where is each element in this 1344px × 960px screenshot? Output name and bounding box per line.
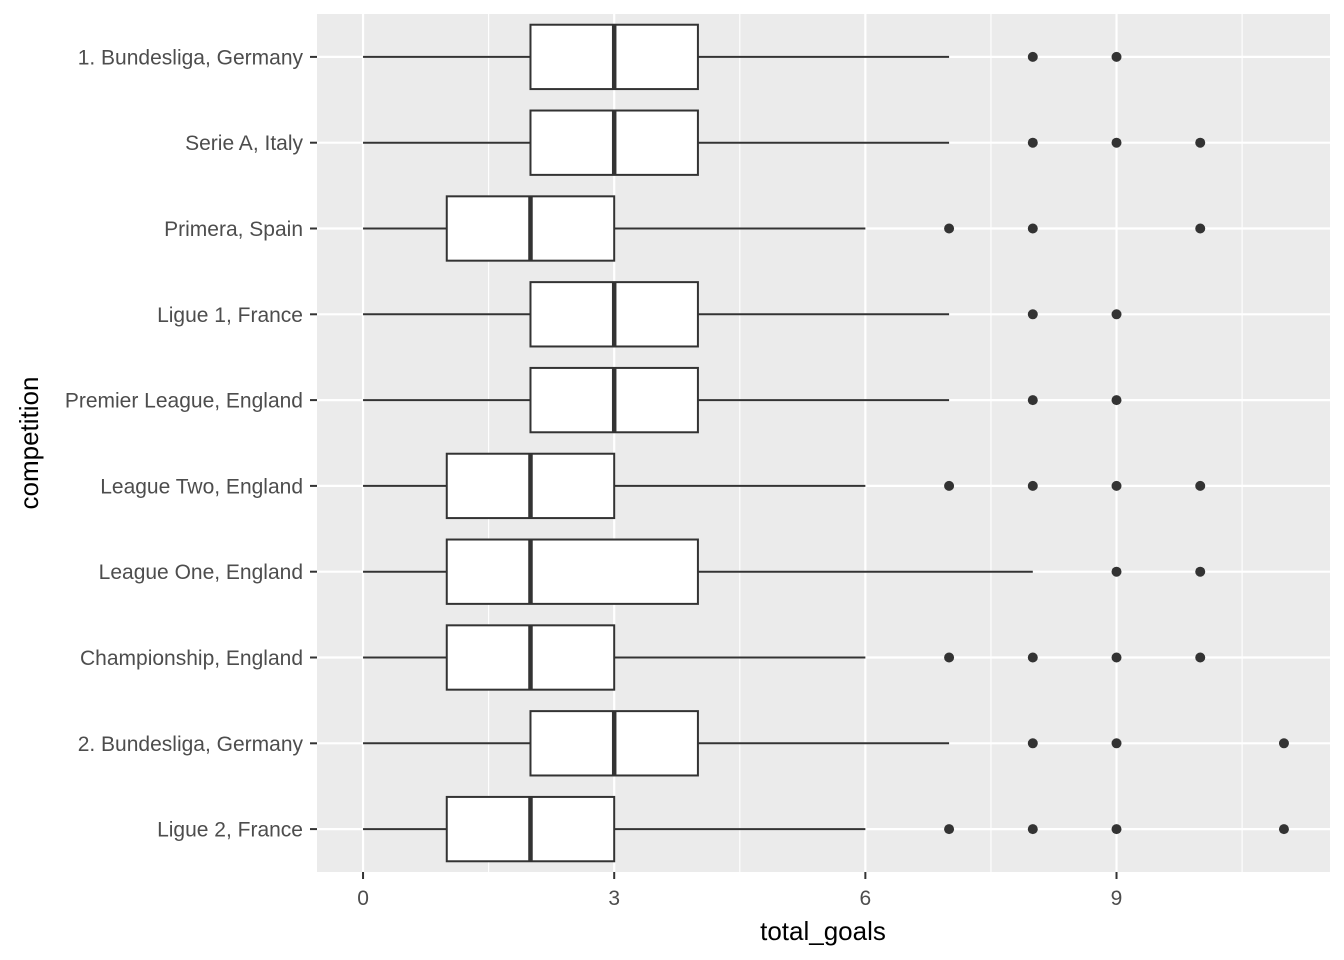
- outlier-point: [1027, 137, 1038, 148]
- y-tick-label: Ligue 2, France: [157, 819, 303, 842]
- outlier-point: [1111, 824, 1122, 835]
- outlier-point: [1195, 566, 1206, 577]
- x-tick-label: 3: [608, 887, 620, 910]
- outlier-point: [1111, 137, 1122, 148]
- outlier-point: [1027, 51, 1038, 62]
- box-group: [363, 195, 1206, 262]
- y-tick-label: 2. Bundesliga, Germany: [78, 733, 304, 756]
- outlier-point: [1111, 309, 1122, 320]
- x-tick-label: 0: [357, 887, 369, 910]
- x-tick-label: 6: [860, 887, 872, 910]
- outlier-point: [944, 223, 955, 234]
- outlier-point: [1111, 566, 1122, 577]
- outlier-point: [1111, 395, 1122, 406]
- outlier-point: [1111, 738, 1122, 749]
- box-group: [363, 281, 1122, 348]
- box-group: [363, 795, 1289, 863]
- box-group: [363, 23, 1122, 91]
- box-group: [363, 109, 1206, 176]
- outlier-point: [944, 652, 955, 663]
- y-tick-label: League Two, England: [100, 475, 303, 498]
- y-tick-label: Primera, Spain: [164, 218, 303, 241]
- y-tick-label: 1. Bundesliga, Germany: [78, 46, 304, 69]
- y-tick-label: Championship, England: [80, 647, 303, 670]
- outlier-point: [1111, 652, 1122, 663]
- y-axis: 1. Bundesliga, Germany Serie A, Italy Prim…: [65, 46, 317, 842]
- outlier-point: [944, 480, 955, 491]
- box-group: [363, 538, 1206, 605]
- outlier-point: [1027, 824, 1038, 835]
- y-tick-label: Ligue 1, France: [157, 304, 303, 327]
- outlier-point: [1111, 51, 1122, 62]
- outlier-point: [1278, 824, 1289, 835]
- outlier-point: [1278, 738, 1289, 749]
- outlier-point: [1027, 395, 1038, 406]
- outlier-point: [1195, 223, 1206, 234]
- outlier-point: [1195, 137, 1206, 148]
- y-tick-label: League One, England: [99, 561, 303, 584]
- outlier-point: [1027, 480, 1038, 491]
- x-axis: 0 3 6 9: [357, 872, 1122, 910]
- outlier-point: [1027, 652, 1038, 663]
- y-tick-label: Premier League, England: [65, 390, 303, 413]
- box-group: [363, 710, 1289, 777]
- x-tick-label: 9: [1111, 887, 1123, 910]
- boxes: [363, 23, 1289, 863]
- outlier-point: [1195, 480, 1206, 491]
- outlier-point: [1195, 652, 1206, 663]
- box-group: [363, 366, 1122, 434]
- box-iqr: [445, 538, 699, 605]
- outlier-point: [1027, 223, 1038, 234]
- outlier-point: [944, 824, 955, 835]
- outlier-point: [1027, 309, 1038, 320]
- outlier-point: [1027, 738, 1038, 749]
- outlier-point: [1111, 480, 1122, 491]
- box-group: [363, 452, 1206, 520]
- y-axis-title: competition: [14, 377, 44, 510]
- x-axis-title: total_goals: [760, 916, 886, 946]
- box-group: [363, 624, 1206, 691]
- plot-panel: [317, 14, 1330, 872]
- y-tick-label: Serie A, Italy: [185, 132, 303, 155]
